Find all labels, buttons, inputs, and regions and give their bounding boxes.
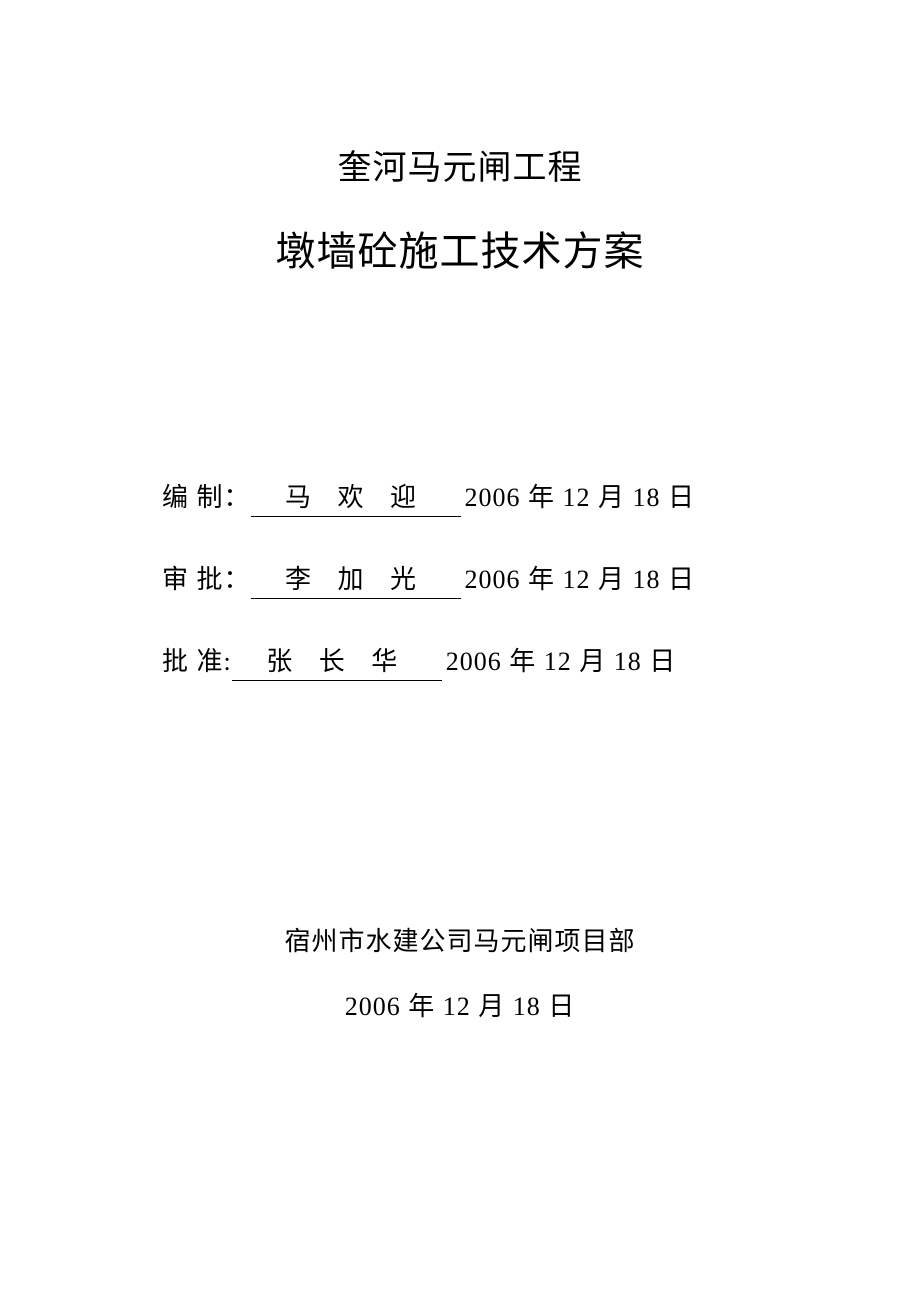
signature-row-review: 审 批：李 加 光2006 年 12 月 18 日 <box>162 559 770 599</box>
review-date: 2006 年 12 月 18 日 <box>465 559 696 596</box>
organization-name: 宿州市水建公司马元闸项目部 <box>150 921 770 958</box>
signature-row-compile: 编 制：马 欢 迎2006 年 12 月 18 日 <box>162 477 770 517</box>
review-label: 审 批： <box>162 559 251 596</box>
signature-section: 编 制：马 欢 迎2006 年 12 月 18 日 审 批：李 加 光2006 … <box>150 477 770 681</box>
document-page: 奎河马元闸工程 墩墙砼施工技术方案 编 制：马 欢 迎2006 年 12 月 1… <box>0 0 920 1023</box>
approve-date: 2006 年 12 月 18 日 <box>446 641 677 678</box>
document-title: 墩墙砼施工技术方案 <box>150 219 770 277</box>
compile-name: 马 欢 迎 <box>251 477 461 517</box>
compile-date: 2006 年 12 月 18 日 <box>465 477 696 514</box>
title-section: 奎河马元闸工程 墩墙砼施工技术方案 <box>150 140 770 277</box>
review-name: 李 加 光 <box>251 559 461 599</box>
signature-row-approve: 批 准:张 长 华2006 年 12 月 18 日 <box>162 641 770 681</box>
footer-section: 宿州市水建公司马元闸项目部 2006 年 12 月 18 日 <box>150 921 770 1023</box>
project-name: 奎河马元闸工程 <box>150 140 770 189</box>
footer-date: 2006 年 12 月 18 日 <box>150 986 770 1023</box>
compile-label: 编 制： <box>162 477 251 514</box>
approve-label: 批 准: <box>162 641 232 678</box>
approve-name: 张 长 华 <box>232 641 442 681</box>
